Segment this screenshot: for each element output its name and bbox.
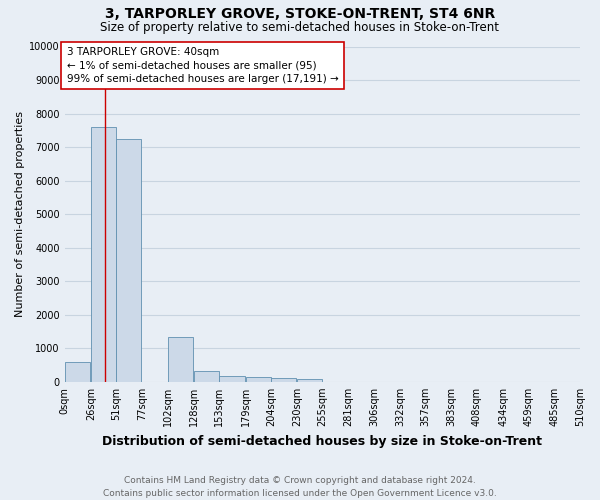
Bar <box>271 378 296 382</box>
Text: Contains HM Land Registry data © Crown copyright and database right 2024.
Contai: Contains HM Land Registry data © Crown c… <box>103 476 497 498</box>
Bar <box>297 380 322 382</box>
Bar <box>116 138 142 382</box>
Y-axis label: Number of semi-detached properties: Number of semi-detached properties <box>15 111 25 317</box>
Bar <box>168 336 193 382</box>
Bar <box>65 362 90 382</box>
Bar <box>245 378 271 382</box>
Text: 3 TARPORLEY GROVE: 40sqm
← 1% of semi-detached houses are smaller (95)
99% of se: 3 TARPORLEY GROVE: 40sqm ← 1% of semi-de… <box>67 47 338 84</box>
X-axis label: Distribution of semi-detached houses by size in Stoke-on-Trent: Distribution of semi-detached houses by … <box>103 434 542 448</box>
Bar <box>219 376 245 382</box>
Bar <box>194 371 219 382</box>
Text: Size of property relative to semi-detached houses in Stoke-on-Trent: Size of property relative to semi-detach… <box>101 21 499 34</box>
Text: 3, TARPORLEY GROVE, STOKE-ON-TRENT, ST4 6NR: 3, TARPORLEY GROVE, STOKE-ON-TRENT, ST4 … <box>105 8 495 22</box>
Bar <box>91 127 116 382</box>
